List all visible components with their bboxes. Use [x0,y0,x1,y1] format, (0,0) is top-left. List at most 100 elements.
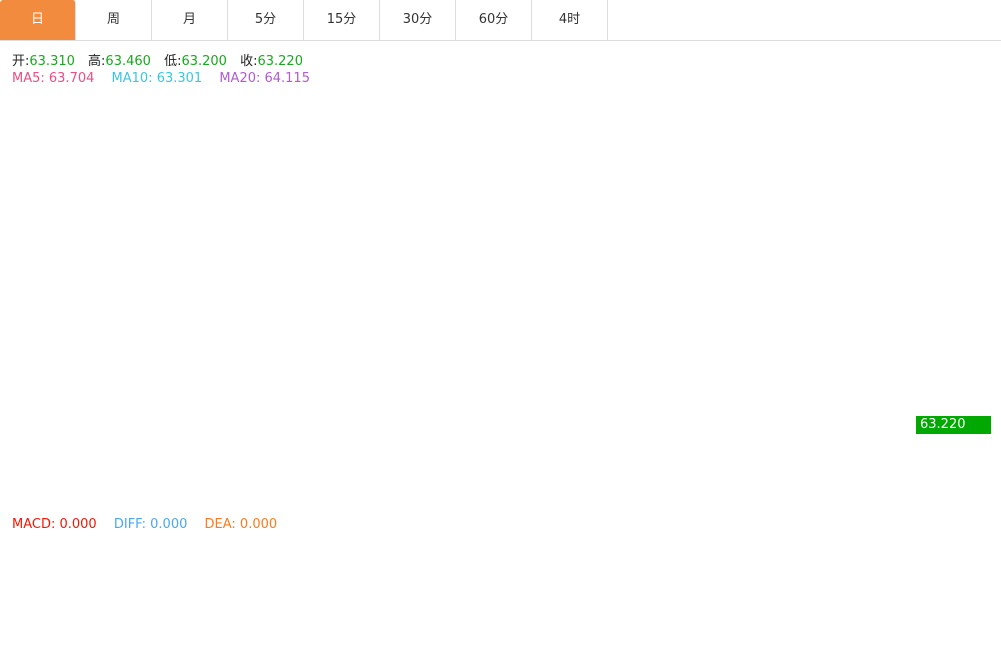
candle [409,305,419,353]
candle [79,406,89,439]
macd-bar [607,558,618,591]
tab-4[interactable]: 15分 [304,0,380,40]
candle-body [752,408,762,426]
open-value: 63.310 [29,54,75,69]
candle [224,151,234,227]
macd-bar [13,590,24,642]
candle [832,382,842,417]
macd-bar [250,590,261,610]
candle-body [119,375,129,392]
close-label: 收: [240,54,258,69]
candle [581,281,591,351]
macd-bar [303,590,314,608]
macd-bar [528,590,538,593]
candle-body [92,390,102,422]
dea-line [4,556,864,613]
candle [277,354,287,392]
candle-body [818,410,828,418]
price-tick-label: 77.856 [921,98,963,112]
macd-bar [739,590,750,592]
price-tick-label: 65.681 [921,363,963,377]
high-value: 63.460 [105,54,151,69]
tab-0[interactable]: 日 [0,0,76,40]
candle [106,375,116,402]
macd-bar [699,588,710,591]
macd-tick-label: 0.419 [921,572,955,586]
candle [26,456,36,499]
candle-body [396,313,406,317]
candle-body [132,312,142,391]
candle [713,399,723,427]
tab-1[interactable]: 周 [76,0,152,40]
price-tick-label: 59.593 [921,495,963,509]
candle-body [647,358,657,382]
candle-body [594,269,604,292]
tab-7[interactable]: 4时 [532,0,608,40]
candle-body [502,362,512,370]
period-tabs: 日周月 5分 15分 30分 60分 4时 [0,0,1001,41]
close-value: 63.220 [257,54,303,69]
candle-body [713,405,723,427]
candle-body [330,330,340,374]
candle [462,341,472,376]
macd-info: MACD: 0.000 DIFF: 0.000 DEA: 0.000 [12,517,286,532]
candle [145,291,155,347]
macd-bar [686,588,697,591]
candle [594,264,604,311]
candle-body [145,297,155,302]
candle [264,362,274,396]
candle-body [568,341,578,384]
candle [541,354,551,378]
candle-body [238,102,248,337]
macd-bar [858,590,868,592]
candle-body [726,426,736,435]
macd-bar [514,590,525,598]
candle [172,113,182,289]
macd-bar [712,590,723,592]
candle [198,183,208,247]
price-tick-label: 64.159 [921,396,963,410]
macd-bar [765,590,776,597]
candle-body [304,381,314,387]
candle [211,151,221,219]
candle [251,323,261,407]
candle [290,361,300,389]
candle-body [66,420,76,435]
tab-2[interactable]: 月 [152,0,228,40]
price-tick-label: 73.290 [921,197,963,211]
candle-body [805,417,815,433]
candle-body [449,344,459,348]
candle [343,329,353,351]
current-price-label: 63.220 [916,416,991,434]
tab-6[interactable]: 60分 [456,0,532,40]
open-label: 开: [12,54,30,69]
candle [158,111,168,309]
candle [792,428,802,454]
candle [805,413,815,439]
candle-body [185,194,195,285]
tab-3[interactable]: 5分 [228,0,304,40]
candle-body [845,390,855,423]
candle [700,396,710,428]
candle-body [211,192,221,213]
candle-body [436,305,446,346]
macd-bar [475,590,486,600]
candle-body [370,321,380,371]
candle [132,311,142,394]
macd-bar [39,590,50,640]
macd-bar [792,590,802,592]
candle [449,338,459,358]
candle [528,367,538,391]
macd-bar [79,590,90,639]
macd-bar [567,562,578,591]
candle-body [0,451,10,472]
macd-bar [541,585,552,591]
macd-bar [844,590,855,592]
candle [673,382,683,414]
candle-body [634,345,644,359]
candle-body [832,390,842,411]
macd-bar [594,550,604,591]
candle-body [13,453,23,474]
tab-5[interactable]: 30分 [380,0,456,40]
